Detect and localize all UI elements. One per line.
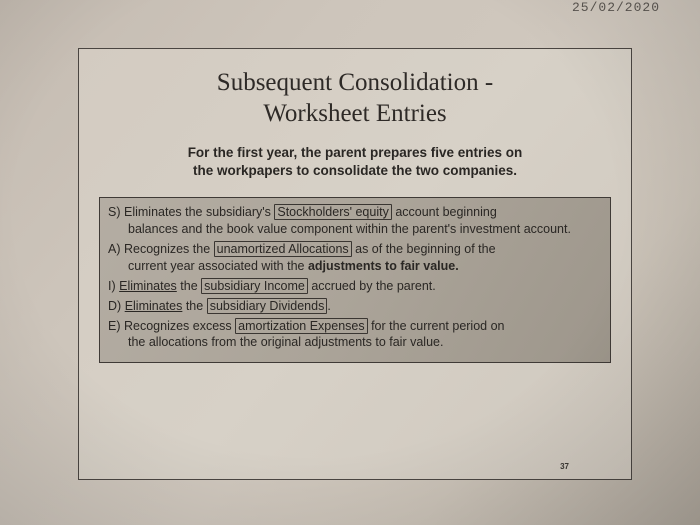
- entry-s-cont: balances and the book value component wi…: [108, 221, 602, 238]
- entry-a-cont-pre: current year associated with the: [128, 259, 308, 273]
- entry-d: D) Eliminates the subsidiary Dividends.: [108, 298, 602, 315]
- entry-i-under: Eliminates: [119, 279, 177, 293]
- entry-a: A) Recognizes the unamortized Allocation…: [108, 241, 602, 275]
- entry-i-label: I): [108, 279, 116, 293]
- entry-i-boxed: subsidiary Income: [201, 278, 308, 294]
- entry-d-under: Eliminates: [125, 299, 183, 313]
- entry-e: E) Recognizes excess amortization Expens…: [108, 318, 602, 352]
- entry-i: I) Eliminates the subsidiary Income accr…: [108, 278, 602, 295]
- title-line-1: Subsequent Consolidation -: [79, 67, 631, 98]
- page-number: 37: [560, 462, 569, 471]
- entry-s-pre: Eliminates the subsidiary's: [124, 205, 274, 219]
- entry-e-post: for the current period on: [368, 319, 505, 333]
- entry-e-pre: Recognizes excess: [124, 319, 235, 333]
- entry-a-post: as of the beginning of the: [352, 242, 496, 256]
- subtitle: For the first year, the parent prepares …: [79, 138, 631, 192]
- subtitle-line-1: For the first year, the parent prepares …: [188, 145, 523, 160]
- entry-a-cont: current year associated with the adjustm…: [108, 258, 602, 275]
- entry-d-label: D): [108, 299, 121, 313]
- entry-i-mid: the: [177, 279, 201, 293]
- entry-s-post: account beginning: [392, 205, 497, 219]
- entry-s-label: S): [108, 205, 121, 219]
- entry-a-pre: Recognizes the: [124, 242, 214, 256]
- title-block: Subsequent Consolidation - Worksheet Ent…: [79, 49, 631, 138]
- title-line-2: Worksheet Entries: [79, 98, 631, 129]
- slide-frame: Subsequent Consolidation - Worksheet Ent…: [78, 48, 632, 480]
- subtitle-line-2: the workpapers to consolidate the two co…: [193, 163, 517, 178]
- entry-e-cont: the allocations from the original adjust…: [108, 334, 602, 351]
- entry-a-label: A): [108, 242, 121, 256]
- entry-e-boxed: amortization Expenses: [235, 318, 367, 334]
- entry-a-cont-bold: adjustments to fair value.: [308, 259, 459, 273]
- entry-d-mid: the: [182, 299, 206, 313]
- entries-box: S) Eliminates the subsidiary's Stockhold…: [99, 197, 611, 363]
- entry-e-label: E): [108, 319, 121, 333]
- paper-surface: 25/02/2020 Subsequent Consolidation - Wo…: [0, 0, 700, 525]
- entry-a-boxed: unamortized Allocations: [214, 241, 352, 257]
- entry-d-post: .: [327, 299, 330, 313]
- entry-s-boxed: Stockholders' equity: [274, 204, 391, 220]
- entry-d-boxed: subsidiary Dividends: [207, 298, 328, 314]
- entry-s: S) Eliminates the subsidiary's Stockhold…: [108, 204, 602, 238]
- date-stamp: 25/02/2020: [572, 0, 660, 15]
- entry-i-post: accrued by the parent.: [308, 279, 436, 293]
